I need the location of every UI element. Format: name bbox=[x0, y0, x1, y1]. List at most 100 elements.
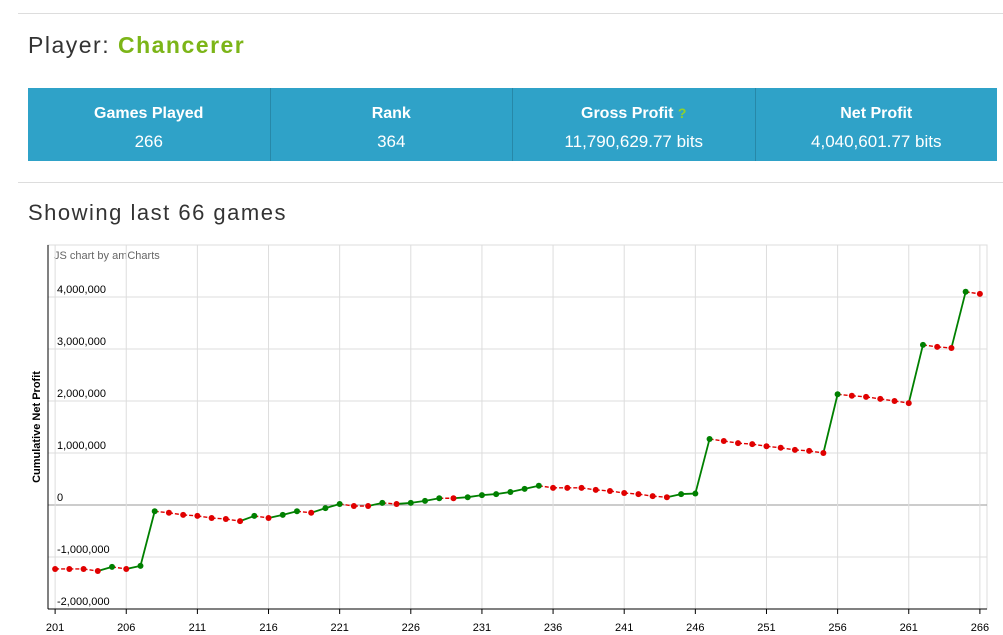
stat-label-text: Net Profit bbox=[840, 105, 913, 122]
player-prefix: Player: bbox=[28, 32, 111, 58]
data-point bbox=[379, 499, 386, 506]
data-point bbox=[592, 486, 599, 493]
line-segment bbox=[694, 438, 711, 494]
data-point bbox=[891, 398, 898, 404]
y-axis-label: Cumulative Net Profit bbox=[31, 371, 43, 483]
data-point bbox=[720, 438, 727, 445]
data-point bbox=[919, 341, 926, 348]
data-point bbox=[606, 487, 613, 494]
data-point bbox=[393, 500, 400, 507]
stat-label: Rank bbox=[271, 105, 513, 123]
x-tick-label: 221 bbox=[330, 622, 348, 634]
data-point bbox=[848, 392, 855, 399]
y-tick-label: -2,000,000 bbox=[57, 596, 110, 608]
data-point bbox=[350, 503, 357, 510]
data-point bbox=[820, 450, 827, 456]
data-point bbox=[493, 491, 500, 498]
data-point bbox=[436, 495, 443, 502]
data-point bbox=[678, 491, 685, 498]
data-point bbox=[365, 503, 372, 510]
data-point bbox=[251, 512, 258, 519]
data-point bbox=[208, 515, 215, 521]
data-point bbox=[649, 493, 656, 500]
data-point bbox=[422, 497, 429, 504]
line-segment bbox=[139, 511, 156, 567]
data-point bbox=[450, 495, 457, 502]
data-point bbox=[550, 484, 557, 491]
data-point bbox=[66, 565, 73, 572]
stat-value: 266 bbox=[134, 132, 163, 151]
stat-value: 4,040,601.77 bits bbox=[811, 132, 942, 151]
x-tick-label: 211 bbox=[189, 622, 207, 634]
data-point bbox=[507, 489, 514, 495]
stat-cell: Rank 364 bbox=[271, 88, 513, 161]
data-point bbox=[336, 500, 343, 507]
data-point bbox=[123, 565, 130, 572]
x-tick-label: 201 bbox=[46, 622, 64, 634]
stat-label-text: Games Played bbox=[94, 105, 204, 122]
data-point bbox=[763, 443, 770, 450]
data-point bbox=[564, 484, 571, 491]
y-tick-label: 3,000,000 bbox=[57, 336, 106, 348]
data-point bbox=[478, 492, 485, 499]
x-tick-label: 251 bbox=[757, 622, 775, 634]
plot-border bbox=[47, 244, 988, 610]
player-heading: Player: Chancerer bbox=[28, 32, 245, 59]
section-title: Showing last 66 games bbox=[28, 200, 287, 225]
data-point bbox=[464, 494, 471, 501]
stat-label: Gross Profit ? bbox=[513, 105, 755, 123]
data-point bbox=[293, 508, 300, 515]
data-point bbox=[621, 490, 628, 497]
data-point bbox=[635, 491, 642, 498]
line-segment bbox=[822, 394, 839, 454]
data-point bbox=[322, 505, 329, 512]
divider bbox=[18, 13, 1003, 14]
data-point bbox=[279, 511, 286, 518]
data-point bbox=[692, 490, 699, 497]
stat-value: 11,790,629.77 bits bbox=[564, 132, 704, 151]
data-point bbox=[777, 444, 784, 451]
data-point bbox=[663, 494, 670, 501]
data-point bbox=[863, 393, 870, 400]
data-point bbox=[109, 563, 116, 570]
stat-label-text: Rank bbox=[371, 105, 411, 122]
stat-value: 364 bbox=[377, 132, 406, 151]
x-tick-label: 261 bbox=[900, 622, 918, 634]
data-point bbox=[535, 482, 542, 489]
data-point bbox=[180, 511, 187, 518]
credit: JS chart by amCharts bbox=[54, 250, 160, 262]
data-point bbox=[735, 440, 742, 447]
data-point bbox=[834, 391, 841, 398]
data-point bbox=[237, 518, 244, 525]
player-name: Chancerer bbox=[117, 32, 246, 58]
data-point bbox=[94, 568, 101, 575]
help-icon[interactable]: ? bbox=[677, 105, 687, 121]
x-tick-label: 226 bbox=[402, 622, 420, 634]
data-point bbox=[791, 446, 798, 453]
y-tick-label: 2,000,000 bbox=[57, 388, 106, 400]
y-tick-label: -1,000,000 bbox=[57, 544, 110, 556]
data-point bbox=[578, 484, 585, 491]
x-tick-label: 216 bbox=[259, 622, 277, 634]
stat-label: Net Profit bbox=[756, 105, 998, 123]
x-tick-label: 206 bbox=[117, 622, 135, 634]
data-point bbox=[222, 516, 229, 523]
stat-cell: Net Profit 4,040,601.77 bits bbox=[756, 88, 998, 161]
data-point bbox=[877, 395, 884, 402]
data-point bbox=[749, 441, 756, 448]
stats-bar: Games Played 266 Rank 364 Gross Profit ? 11,7… bbox=[28, 88, 997, 161]
line-segment bbox=[907, 344, 924, 404]
data-point bbox=[934, 343, 941, 350]
x-tick-label: 241 bbox=[615, 622, 633, 634]
data-point bbox=[806, 447, 813, 454]
stat-label: Games Played bbox=[28, 105, 270, 123]
y-tick-label: 1,000,000 bbox=[57, 440, 106, 452]
data-point bbox=[137, 562, 144, 569]
data-point bbox=[80, 565, 87, 572]
data-point bbox=[962, 288, 969, 295]
divider bbox=[18, 182, 1003, 183]
stat-cell: Games Played 266 bbox=[28, 88, 271, 161]
data-point bbox=[194, 512, 201, 519]
x-tick-label: 231 bbox=[473, 622, 491, 634]
